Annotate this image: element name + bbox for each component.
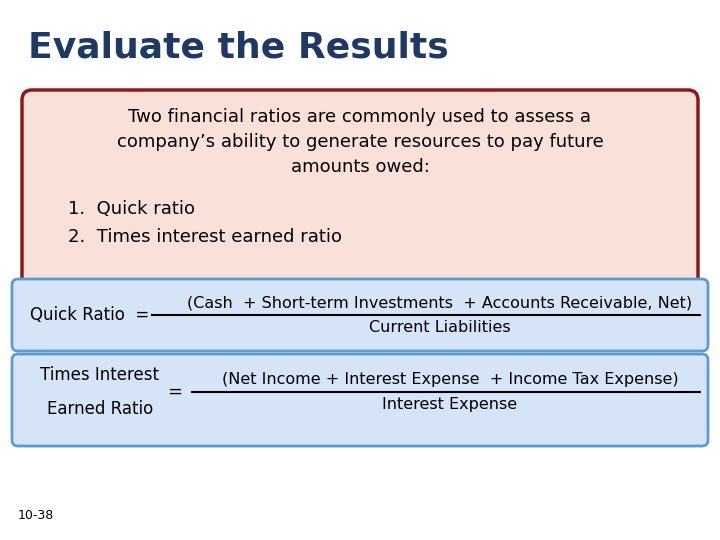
Text: Quick Ratio  =: Quick Ratio = bbox=[30, 306, 155, 324]
FancyBboxPatch shape bbox=[12, 279, 708, 351]
FancyBboxPatch shape bbox=[12, 354, 708, 446]
Text: (Cash  + Short-term Investments  + Accounts Receivable, Net): (Cash + Short-term Investments + Account… bbox=[187, 295, 693, 310]
Text: 1.  Quick ratio
2.  Times interest earned ratio: 1. Quick ratio 2. Times interest earned … bbox=[68, 200, 342, 246]
Text: Current Liabilities: Current Liabilities bbox=[369, 320, 510, 335]
Text: 10-38: 10-38 bbox=[18, 509, 54, 522]
Text: =: = bbox=[168, 383, 182, 401]
Text: Interest Expense: Interest Expense bbox=[382, 397, 518, 412]
Text: Two financial ratios are commonly used to assess a
company’s ability to generate: Two financial ratios are commonly used t… bbox=[117, 108, 603, 176]
Text: (Net Income + Interest Expense  + Income Tax Expense): (Net Income + Interest Expense + Income … bbox=[222, 372, 678, 387]
FancyBboxPatch shape bbox=[22, 90, 698, 300]
Text: Earned Ratio: Earned Ratio bbox=[47, 400, 153, 418]
Text: Evaluate the Results: Evaluate the Results bbox=[28, 30, 449, 64]
Text: Times Interest: Times Interest bbox=[40, 366, 160, 384]
